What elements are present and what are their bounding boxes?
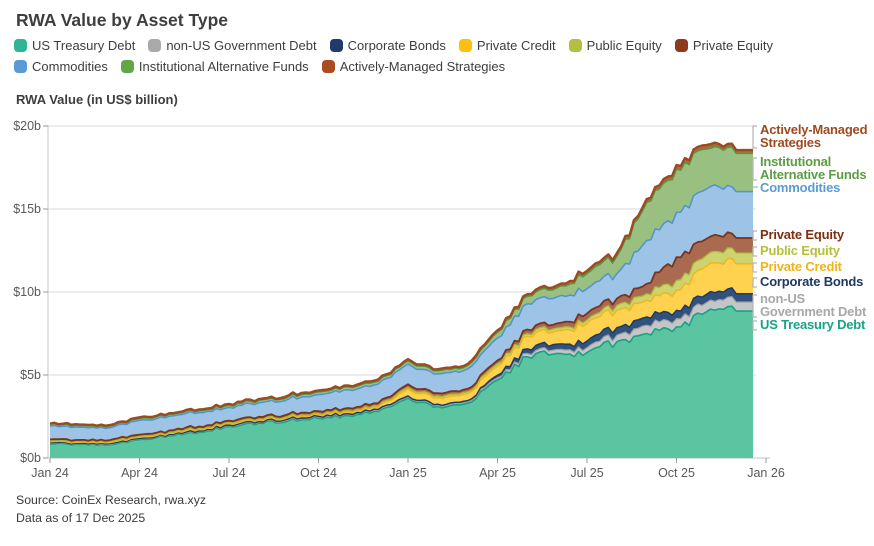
label-connector	[752, 246, 757, 257]
legend-item-public-equity[interactable]: Public Equity	[568, 38, 662, 53]
label-connector	[752, 230, 757, 241]
y-axis-title: RWA Value (in US$ billion)	[16, 92, 178, 107]
legend-swatch	[148, 39, 162, 52]
edge-private-credit	[49, 257, 753, 444]
label-connector	[752, 294, 757, 318]
area-institutional-alternative-funds[interactable]	[50, 146, 753, 429]
legend: US Treasury Debt non-US Government Debt Co…	[14, 38, 864, 80]
y-tick-label: $0b	[20, 451, 41, 465]
legend-label: Private Equity	[692, 38, 774, 53]
legend-swatch	[14, 60, 27, 73]
legend-label: Actively-Managed Strategies	[339, 59, 506, 74]
legend-item-commodities[interactable]: Commodities	[14, 59, 108, 74]
legend-label: US Treasury Debt	[32, 38, 136, 53]
legend-item-institutional-alternative-funds[interactable]: Institutional Alternative Funds	[120, 59, 309, 74]
label-connector	[752, 320, 757, 331]
x-tick-label: Jan 25	[389, 466, 427, 480]
legend-item-us-treasury-debt[interactable]: US Treasury Debt	[14, 38, 135, 53]
x-tick-label: Apr 24	[121, 466, 158, 480]
edge-commodities	[49, 184, 753, 430]
x-tick-label: Jul 24	[212, 466, 245, 480]
legend-label: Commodities	[32, 59, 108, 74]
y-tick-label: $20b	[13, 119, 41, 133]
x-tick-label: Jul 25	[570, 466, 603, 480]
label-connector	[752, 262, 757, 273]
edge-private-equity	[49, 231, 753, 442]
label-connector	[752, 277, 757, 288]
chart-title: RWA Value by Asset Type	[16, 10, 229, 30]
legend-label: Corporate Bonds	[347, 38, 446, 53]
legend-item-actively-managed-strategies[interactable]: Actively-Managed Strategies	[321, 59, 506, 74]
legend-label: Public Equity	[586, 38, 662, 53]
x-tick-label: Oct 25	[658, 466, 695, 480]
x-tick-label: Jan 26	[747, 466, 785, 480]
edge-actively-managed-strategies	[49, 141, 753, 427]
legend-item-private-credit[interactable]: Private Credit	[458, 38, 556, 53]
edge-public-equity	[49, 247, 753, 443]
legend-label: Institutional Alternative Funds	[138, 59, 309, 74]
legend-label: Private Credit	[476, 38, 556, 53]
label-connector	[752, 157, 757, 181]
area-us-treasury-debt[interactable]	[50, 306, 753, 458]
edge-us-treasury-debt	[49, 305, 753, 446]
legend-swatch	[120, 60, 134, 73]
label-connector	[752, 125, 757, 149]
edge-corporate-bonds	[50, 287, 753, 445]
source-attribution: Source: CoinEx Research, rwa.xyz	[16, 493, 206, 507]
legend-label: non-US Government Debt	[166, 38, 317, 53]
x-tick-label: Jan 24	[31, 466, 69, 480]
data-as-of-note: Data as of 17 Dec 2025	[16, 511, 146, 525]
legend-item-non-us-government-debt[interactable]: non-US Government Debt	[148, 38, 317, 53]
x-tick-label: Oct 24	[300, 466, 337, 480]
legend-swatch	[321, 60, 335, 73]
legend-swatch	[14, 39, 27, 52]
y-tick-label: $10b	[13, 285, 41, 299]
legend-swatch	[458, 39, 472, 52]
legend-swatch	[674, 39, 688, 52]
legend-item-private-equity[interactable]: Private Equity	[674, 38, 774, 53]
legend-swatch	[568, 39, 582, 52]
y-tick-label: $15b	[13, 202, 41, 216]
x-tick-label: Apr 25	[479, 466, 516, 480]
y-tick-label: $5b	[20, 368, 41, 382]
legend-item-corporate-bonds[interactable]: Corporate Bonds	[329, 38, 446, 53]
legend-swatch	[329, 39, 343, 52]
